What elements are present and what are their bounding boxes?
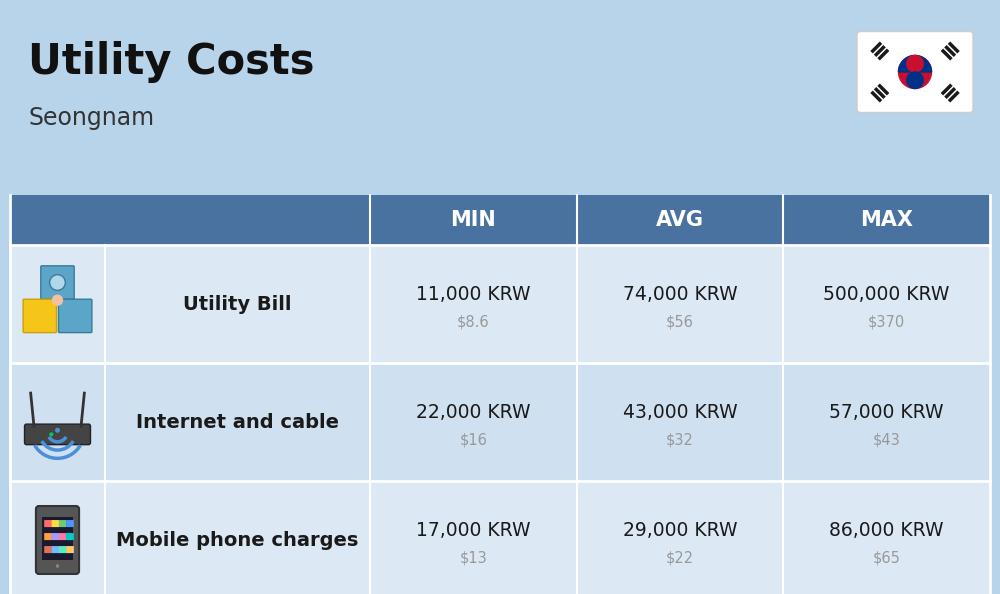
Text: Utility Costs: Utility Costs [28,41,314,83]
Text: $56: $56 [666,314,694,330]
Text: 74,000 KRW: 74,000 KRW [623,285,737,304]
FancyBboxPatch shape [23,299,56,333]
FancyBboxPatch shape [10,481,990,594]
FancyBboxPatch shape [44,533,52,540]
Text: 43,000 KRW: 43,000 KRW [623,403,737,422]
Circle shape [55,428,60,433]
FancyBboxPatch shape [10,245,990,363]
Circle shape [50,274,65,290]
Text: 17,000 KRW: 17,000 KRW [416,520,531,539]
Text: $370: $370 [868,314,905,330]
FancyBboxPatch shape [52,546,59,553]
FancyBboxPatch shape [36,506,79,574]
Text: Mobile phone charges: Mobile phone charges [116,530,359,549]
Text: AVG: AVG [656,210,704,230]
FancyBboxPatch shape [66,533,74,540]
FancyBboxPatch shape [857,31,973,112]
Text: 22,000 KRW: 22,000 KRW [416,403,531,422]
FancyBboxPatch shape [25,424,90,445]
FancyBboxPatch shape [42,517,73,561]
Text: $65: $65 [873,551,901,565]
Text: MIN: MIN [450,210,496,230]
FancyBboxPatch shape [10,195,990,245]
FancyBboxPatch shape [59,546,67,553]
Text: 11,000 KRW: 11,000 KRW [416,285,531,304]
Text: $32: $32 [666,432,694,447]
FancyBboxPatch shape [59,533,67,540]
Wedge shape [898,55,932,72]
Circle shape [52,295,63,306]
FancyBboxPatch shape [44,520,52,527]
Text: MAX: MAX [860,210,913,230]
Text: $8.6: $8.6 [457,314,490,330]
FancyBboxPatch shape [66,546,74,553]
Text: Internet and cable: Internet and cable [136,412,339,431]
FancyBboxPatch shape [52,533,59,540]
Text: 57,000 KRW: 57,000 KRW [829,403,944,422]
Text: $22: $22 [666,551,694,565]
Text: $43: $43 [873,432,901,447]
FancyBboxPatch shape [66,520,74,527]
FancyBboxPatch shape [52,520,59,527]
Text: Utility Bill: Utility Bill [183,295,292,314]
Circle shape [907,55,923,72]
Circle shape [55,564,60,568]
Circle shape [898,55,932,89]
Text: 500,000 KRW: 500,000 KRW [823,285,950,304]
Text: 29,000 KRW: 29,000 KRW [623,520,737,539]
Circle shape [907,72,923,89]
FancyBboxPatch shape [10,363,990,481]
FancyBboxPatch shape [59,520,67,527]
FancyBboxPatch shape [44,546,52,553]
Text: $16: $16 [459,432,487,447]
FancyBboxPatch shape [58,299,92,333]
Text: Seongnam: Seongnam [28,106,154,130]
Circle shape [49,432,53,437]
FancyBboxPatch shape [41,266,74,299]
Text: $13: $13 [459,551,487,565]
Text: 86,000 KRW: 86,000 KRW [829,520,944,539]
